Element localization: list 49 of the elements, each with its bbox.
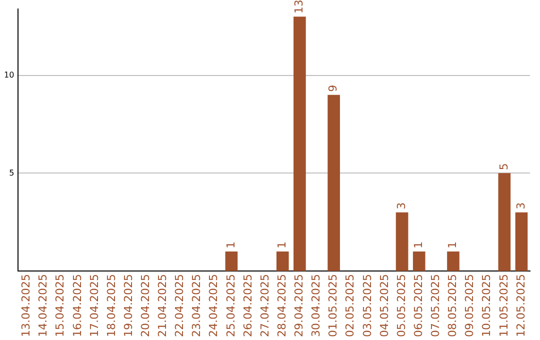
bar (294, 16, 306, 272)
x-tick-label: 05.05.2025 (394, 274, 408, 338)
data-label: 1 (446, 241, 460, 248)
bar (412, 251, 426, 272)
x-tick-label: 24.04.2025 (207, 274, 220, 338)
bar (396, 212, 408, 272)
x-tick-label: 26.04.2025 (241, 274, 254, 338)
x-tick-label: 01.05.2025 (326, 274, 340, 338)
x-tick-label: 20.04.2025 (138, 274, 152, 338)
x-tick-label: 07.05.2025 (429, 274, 442, 338)
y-tick-label: 10 (4, 70, 14, 80)
x-tick-label: 29.04.2025 (292, 274, 306, 338)
x-tick-label: 09.05.2025 (463, 274, 476, 338)
x-tick-label: 06.05.2025 (412, 274, 425, 338)
x-tick-label: 17.04.2025 (88, 274, 101, 338)
x-tick-label: 12.05.2025 (514, 274, 528, 338)
bar (225, 251, 238, 272)
x-tick-label: 02.05.2025 (344, 274, 357, 338)
bar (276, 251, 289, 272)
x-tick-label: 18.04.2025 (104, 274, 118, 338)
data-label: 5 (497, 163, 510, 170)
x-tick-label: 21.04.2025 (156, 274, 170, 338)
bar (328, 94, 340, 272)
x-tick-label: 16.04.2025 (70, 274, 84, 338)
x-tick-label: 13.04.2025 (20, 274, 33, 338)
x-tick-label: 30.04.2025 (310, 274, 323, 338)
x-tick-label: 03.05.2025 (360, 274, 374, 338)
data-label: 9 (326, 84, 340, 92)
bar (515, 212, 528, 272)
x-tick-label: 28.04.2025 (275, 274, 288, 338)
data-label: 1 (224, 241, 238, 248)
data-label: 3 (394, 202, 408, 210)
x-tick-label: 23.04.2025 (190, 274, 204, 338)
data-label: 13 (292, 0, 306, 14)
x-tick-label: 04.05.2025 (378, 274, 391, 338)
x-tick-label: 08.05.2025 (446, 274, 460, 338)
x-tick-label: 15.04.2025 (54, 274, 67, 338)
x-tick-label: 27.04.2025 (258, 274, 272, 338)
data-label: 1 (412, 241, 425, 248)
x-tick-label: 10.05.2025 (480, 274, 494, 338)
bar (447, 251, 460, 272)
x-tick-label: 19.04.2025 (122, 274, 135, 338)
x-tick-label: 22.04.2025 (173, 274, 186, 338)
bar (498, 173, 511, 272)
data-label: 3 (514, 202, 528, 210)
x-tick-label: 25.04.2025 (224, 274, 238, 338)
x-tick-label: 14.04.2025 (36, 274, 50, 338)
data-label: 1 (275, 241, 288, 248)
x-tick-label: 11.05.2025 (497, 274, 510, 338)
